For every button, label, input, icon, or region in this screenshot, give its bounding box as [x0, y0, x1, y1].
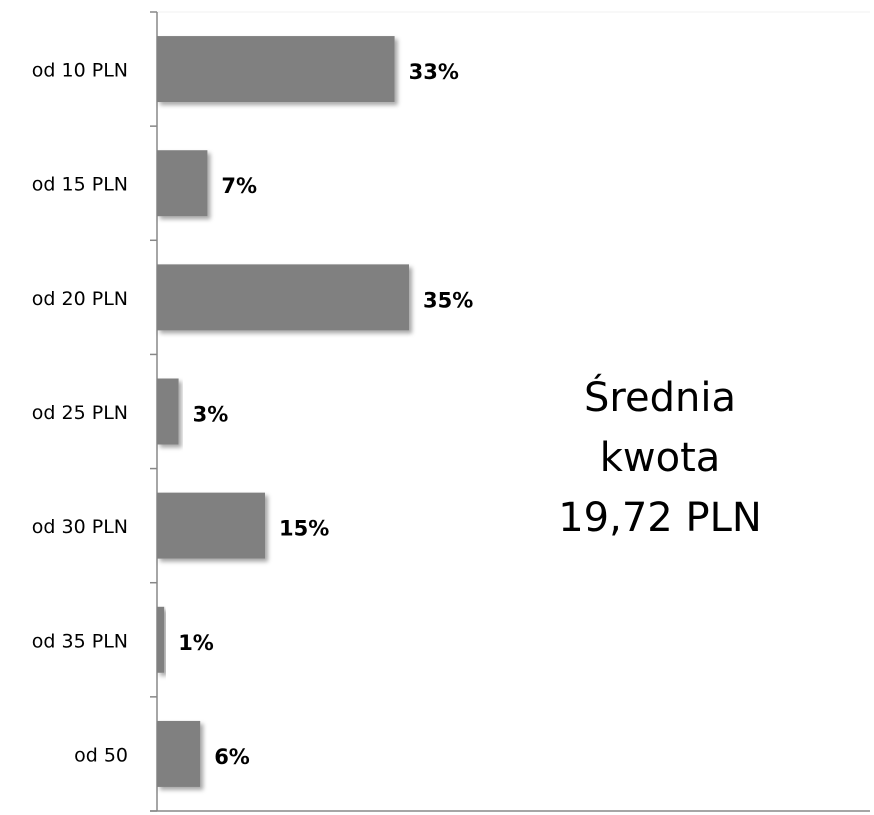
value-label: 3%: [193, 403, 229, 427]
bar: [157, 36, 395, 103]
y-tick-label: od 35 PLN: [32, 630, 128, 652]
value-label: 15%: [279, 517, 329, 541]
value-label: 35%: [423, 288, 473, 312]
bar: [157, 150, 208, 217]
value-label: 6%: [214, 745, 250, 769]
value-label: 7%: [221, 174, 257, 198]
value-label: 1%: [178, 631, 214, 655]
annotation: 19,72 PLN: [558, 495, 762, 541]
y-tick-label: od 30 PLN: [32, 516, 128, 538]
bar: [157, 264, 409, 331]
y-tick-label: od 15 PLN: [32, 174, 128, 196]
bar: [157, 606, 165, 673]
y-tick-label: od 50: [74, 744, 128, 766]
y-tick-label: od 25 PLN: [32, 402, 128, 424]
bar: [157, 378, 179, 445]
bar: [157, 720, 201, 787]
annotation: Średnia: [584, 373, 736, 421]
value-label: 33%: [409, 60, 459, 84]
y-tick-label: od 20 PLN: [32, 288, 128, 310]
y-tick-label: od 10 PLN: [32, 60, 128, 82]
bar: [157, 492, 265, 559]
annotation: kwota: [600, 435, 721, 481]
